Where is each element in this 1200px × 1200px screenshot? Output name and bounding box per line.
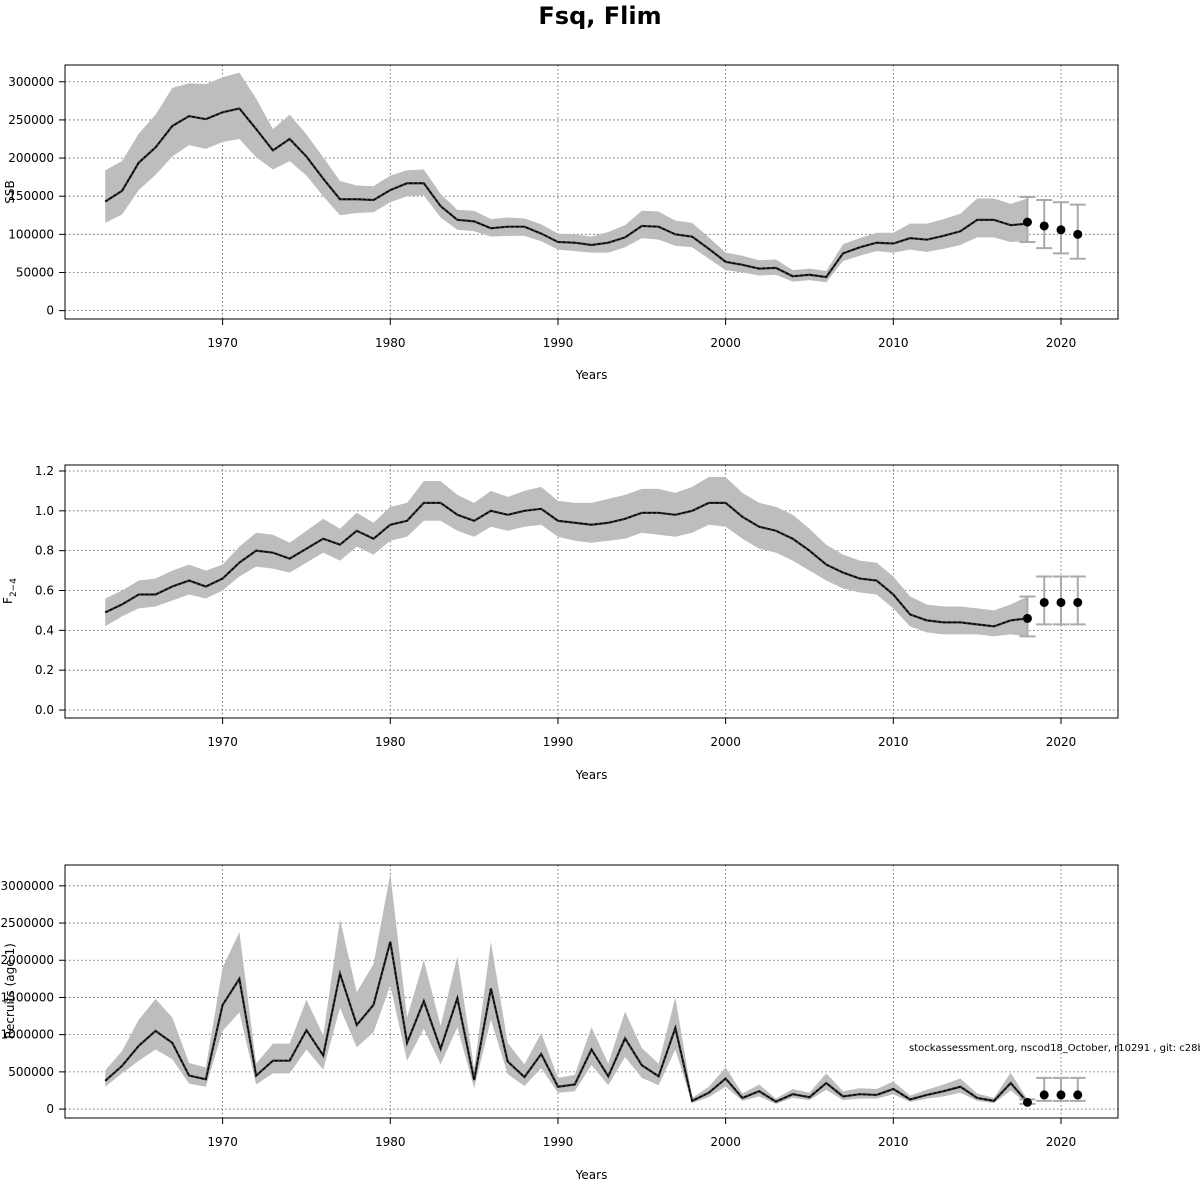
recruits-panel: Recruits (age 1) Years 1970 1980 1990 2000 2…	[1, 864, 1119, 1182]
x-axis-label-recruits: Years	[575, 1168, 608, 1182]
f-y-tick-label: 1.0	[35, 504, 54, 518]
f-forecast-point	[1056, 597, 1066, 607]
ssb-y-tick-label: 50000	[16, 265, 54, 279]
y-axis-label-f-sub: 2−4	[9, 578, 19, 597]
f-y-tick-label: 0.4	[35, 623, 54, 637]
recruits-x-tick-label: 1980	[375, 1135, 406, 1149]
ssb-y-tick-label: 100000	[8, 227, 54, 241]
y-axis-label-ssb: SSB	[3, 180, 17, 203]
x-axis-label-ssb: Years	[575, 368, 608, 382]
y-axis-label-f-main: F	[1, 597, 15, 604]
f-x-tick-label: 1970	[207, 735, 238, 749]
f-y-tick-label: 0.2	[35, 663, 54, 677]
recruits-y-tick-label: 2000000	[1, 953, 54, 967]
f-y-tick-label: 0.0	[35, 703, 54, 717]
recruits-confidence-band	[105, 873, 1028, 1104]
ssb-x-tick-label: 1970	[207, 336, 238, 350]
f-y-tick-label: 0.8	[35, 544, 54, 558]
ssb-x-tick-label: 2000	[710, 336, 741, 350]
recruits-forecast-point	[1056, 1090, 1066, 1100]
ssb-x-tick-label: 1980	[375, 336, 406, 350]
recruits-forecast-point	[1039, 1090, 1049, 1100]
recruits-x-tick-label: 2000	[710, 1135, 741, 1149]
ssb-panel: SSB Years 1970 1980 1990 2000 2010 2020 0 50000…	[3, 64, 1119, 382]
footnote: stockassessment.org, nscod18_October, r1…	[909, 1043, 1200, 1054]
f-x-tick-label: 1980	[375, 735, 406, 749]
recruits-forecast-point	[1022, 1097, 1032, 1107]
ssb-y-tick-label: 0	[46, 304, 54, 318]
ssb-y-tick-label: 250000	[8, 113, 54, 127]
recruits-y-tick-label: 2500000	[1, 916, 54, 930]
f-plot-frame	[64, 464, 1119, 719]
recruits-y-tick-label: 3000000	[1, 879, 54, 893]
ssb-y-tick-label: 300000	[8, 75, 54, 89]
f-panel: F2−4 Years 1970 1980 1990 2000 2010 2020 0.0 0.…	[1, 464, 1119, 782]
ssb-y-tick-label: 150000	[8, 189, 54, 203]
f-x-tick-label: 2000	[710, 735, 741, 749]
chart-title: Fsq, Flim	[538, 2, 662, 30]
recruits-forecast-point	[1073, 1090, 1083, 1100]
recruits-y-tick-label: 1000000	[1, 1028, 54, 1042]
f-forecast-point	[1022, 613, 1032, 623]
f-confidence-band	[105, 476, 1028, 637]
f-x-tick-label: 2010	[878, 735, 909, 749]
ssb-forecast-point	[1073, 229, 1083, 239]
f-x-tick-label: 1990	[543, 735, 574, 749]
f-forecast-point	[1073, 597, 1083, 607]
recruits-plot-frame	[64, 864, 1119, 1119]
recruits-x-tick-label: 2010	[878, 1135, 909, 1149]
f-forecast-point	[1039, 597, 1049, 607]
recruits-x-tick-label: 1970	[207, 1135, 238, 1149]
ssb-estimate-dash	[104, 107, 1028, 278]
ssb-x-tick-label: 2020	[1046, 336, 1077, 350]
ssb-forecast-point	[1056, 225, 1066, 235]
ssb-x-tick-label: 1990	[543, 336, 574, 350]
recruits-y-tick-label: 1500000	[1, 990, 54, 1004]
y-axis-label-recruits: Recruits (age 1)	[3, 943, 17, 1039]
recruits-estimate-dash	[104, 941, 1028, 1103]
recruits-y-tick-label: 500000	[8, 1065, 54, 1079]
ssb-forecast-point	[1022, 217, 1032, 227]
recruits-x-tick-label: 2020	[1046, 1135, 1077, 1149]
ssb-confidence-band	[105, 72, 1028, 283]
f-x-tick-label: 2020	[1046, 735, 1077, 749]
f-y-tick-label: 1.2	[35, 464, 54, 478]
y-axis-label-f: F2−4	[1, 578, 19, 604]
ssb-forecast-point	[1039, 221, 1049, 231]
f-y-tick-label: 0.6	[35, 584, 54, 598]
ssb-x-tick-label: 2010	[878, 336, 909, 350]
ssb-plot-frame	[64, 64, 1119, 320]
recruits-x-tick-label: 1990	[543, 1135, 574, 1149]
x-axis-label-f: Years	[575, 768, 608, 782]
ssb-y-tick-label: 200000	[8, 151, 54, 165]
recruits-y-tick-label: 0	[46, 1102, 54, 1116]
f-estimate-dash	[104, 502, 1028, 628]
